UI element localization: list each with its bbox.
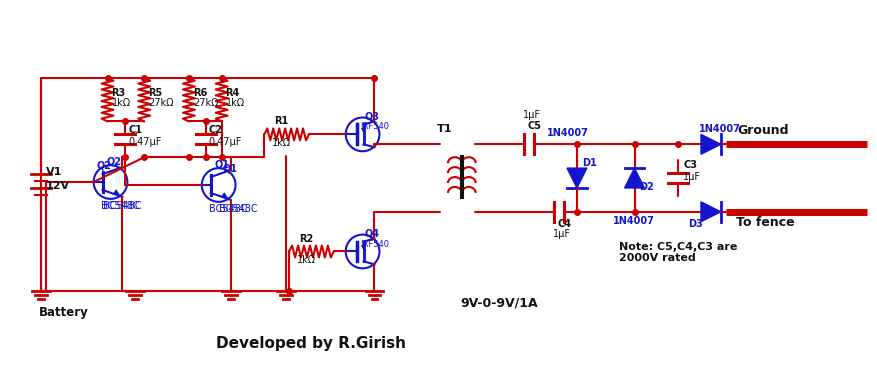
Text: 1kΩ: 1kΩ (225, 98, 245, 108)
Text: Q3: Q3 (365, 112, 380, 121)
Text: Q1: Q1 (223, 163, 238, 173)
Text: Q2: Q2 (106, 156, 122, 166)
Text: Battery: Battery (39, 306, 89, 319)
Text: 0.47μF: 0.47μF (128, 137, 161, 147)
Text: 1μF: 1μF (683, 172, 701, 182)
Text: BC548C: BC548C (103, 201, 141, 211)
Text: 1kΩ: 1kΩ (272, 138, 291, 148)
Text: BC548C: BC548C (101, 201, 139, 211)
Text: Q1: Q1 (215, 159, 230, 169)
Text: 1kΩ: 1kΩ (111, 98, 131, 108)
Text: Q2: Q2 (96, 160, 111, 170)
Text: C3: C3 (683, 160, 697, 170)
Text: C4: C4 (557, 219, 571, 229)
Text: 1kΩ: 1kΩ (297, 255, 317, 265)
Text: R2: R2 (299, 233, 313, 244)
Text: D3: D3 (688, 219, 702, 229)
Text: Developed by R.Girish: Developed by R.Girish (216, 336, 406, 351)
Text: 27kΩ: 27kΩ (193, 98, 218, 108)
Text: 1N4007: 1N4007 (699, 124, 741, 134)
Text: C1: C1 (128, 126, 142, 135)
Text: IRF540: IRF540 (360, 123, 389, 131)
Polygon shape (701, 202, 721, 222)
Text: R3: R3 (111, 88, 125, 98)
Polygon shape (624, 168, 645, 188)
Text: R4: R4 (225, 88, 240, 98)
Text: V1: V1 (46, 167, 62, 177)
Text: T1: T1 (437, 124, 453, 134)
Text: To fence: To fence (736, 216, 795, 229)
Text: 0.47μF: 0.47μF (209, 137, 242, 147)
Text: C5: C5 (527, 121, 541, 131)
Text: 9V-0-9V/1A: 9V-0-9V/1A (460, 296, 538, 309)
Text: D2: D2 (639, 182, 654, 192)
Text: Q4: Q4 (365, 229, 380, 239)
Text: 1N4007: 1N4007 (547, 128, 589, 138)
Text: R6: R6 (193, 88, 207, 98)
Text: Ground: Ground (738, 124, 789, 137)
Text: D1: D1 (582, 158, 596, 168)
Text: IRF540: IRF540 (360, 240, 389, 248)
Text: BC548C: BC548C (209, 204, 247, 214)
Text: R5: R5 (148, 88, 162, 98)
Text: 1N4007: 1N4007 (613, 216, 654, 226)
Text: 1μF: 1μF (524, 110, 541, 120)
Text: 1μF: 1μF (553, 229, 571, 239)
Text: Note: C5,C4,C3 are
2000V rated: Note: C5,C4,C3 are 2000V rated (618, 242, 737, 264)
Polygon shape (701, 134, 721, 154)
Text: C2: C2 (209, 126, 223, 135)
Text: R1: R1 (275, 116, 289, 127)
Text: BC548C: BC548C (218, 204, 257, 214)
Text: 12V: 12V (46, 181, 70, 191)
Polygon shape (567, 168, 587, 188)
Text: 27kΩ: 27kΩ (148, 98, 174, 108)
